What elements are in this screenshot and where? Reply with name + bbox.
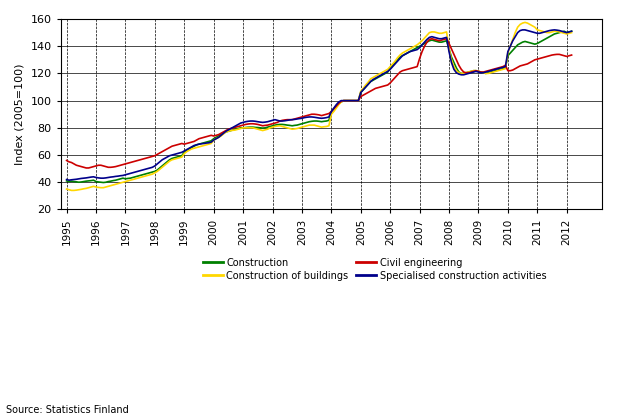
Specialised construction activities: [487, 68, 494, 73]
Construction of buildings: [205, 142, 212, 147]
Specialised construction activities: [205, 140, 212, 145]
Civil engineering: [384, 83, 391, 88]
Line: Construction: Construction: [67, 31, 571, 183]
Civil engineering: [63, 158, 70, 163]
Line: Civil engineering: Civil engineering: [67, 39, 571, 168]
Construction of buildings: [68, 188, 75, 193]
Civil engineering: [450, 52, 458, 57]
Civil engineering: [534, 57, 541, 62]
Specialised construction activities: [479, 70, 487, 75]
Specialised construction activities: [384, 69, 391, 74]
Construction: [384, 70, 391, 75]
Construction of buildings: [534, 28, 541, 33]
Civil engineering: [205, 133, 212, 138]
Construction of buildings: [448, 57, 455, 62]
Specialised construction activities: [63, 177, 70, 182]
Construction: [487, 70, 494, 75]
Construction: [63, 178, 70, 183]
Civil engineering: [489, 67, 497, 72]
Construction of buildings: [384, 67, 391, 72]
Construction: [561, 29, 568, 34]
Construction of buildings: [63, 186, 70, 191]
Specialised construction activities: [448, 60, 455, 65]
Civil engineering: [568, 53, 575, 58]
Civil engineering: [83, 166, 90, 171]
Specialised construction activities: [568, 29, 575, 34]
Specialised construction activities: [534, 31, 541, 36]
Construction: [205, 139, 212, 144]
Construction: [479, 70, 487, 75]
Specialised construction activities: [519, 28, 526, 33]
Construction of buildings: [568, 30, 575, 35]
Legend: Construction, Construction of buildings, Civil engineering, Specialised construc: Construction, Construction of buildings,…: [199, 254, 550, 284]
Construction: [100, 180, 107, 185]
Construction of buildings: [479, 70, 487, 75]
Y-axis label: Index (2005=100): Index (2005=100): [15, 63, 25, 165]
Text: Source: Statistics Finland: Source: Statistics Finland: [6, 405, 129, 415]
Line: Construction of buildings: Construction of buildings: [67, 23, 571, 191]
Line: Specialised construction activities: Specialised construction activities: [67, 30, 571, 180]
Construction: [531, 42, 539, 47]
Civil engineering: [482, 69, 489, 74]
Specialised construction activities: [65, 178, 73, 183]
Construction of buildings: [521, 20, 529, 25]
Construction: [448, 55, 455, 60]
Construction of buildings: [487, 70, 494, 75]
Civil engineering: [428, 36, 436, 41]
Construction: [568, 29, 575, 34]
